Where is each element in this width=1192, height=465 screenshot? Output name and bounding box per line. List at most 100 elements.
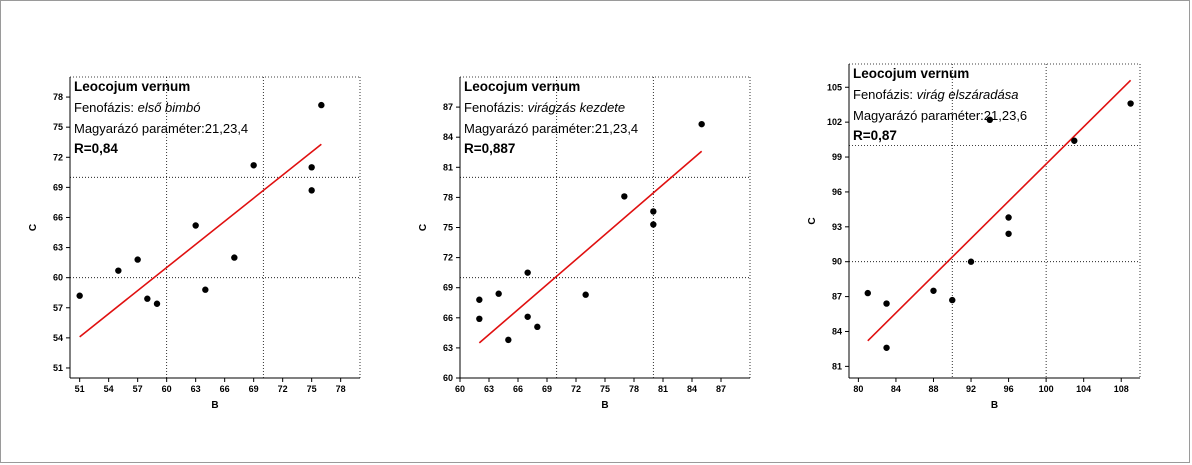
x-tick-label: 60 <box>162 384 172 394</box>
y-tick-label: 66 <box>53 212 63 222</box>
phase-label: Fenofázis: <box>464 100 528 115</box>
parameter-text: Magyarázó paraméter:21,23,6 <box>853 108 1027 123</box>
x-tick-label: 69 <box>542 384 552 394</box>
y-tick-label: 93 <box>832 222 842 232</box>
y-tick-label: 75 <box>53 122 63 132</box>
x-tick-label: 63 <box>191 384 201 394</box>
data-point <box>250 162 257 169</box>
data-point <box>650 208 657 215</box>
y-tick-label: 51 <box>53 363 63 373</box>
x-tick-label: 51 <box>75 384 85 394</box>
phase-text: Fenofázis: első bimbó <box>74 100 200 115</box>
y-tick-label: 84 <box>832 326 842 336</box>
data-point <box>650 221 657 228</box>
y-axis-ticks: 81 84 87 90 93 96 99 102 105 <box>827 82 849 371</box>
x-tick-label: 54 <box>104 384 114 394</box>
data-point <box>231 254 238 261</box>
phase-label: Fenofázis: <box>853 87 917 102</box>
r-value: R=0,84 <box>74 141 118 156</box>
data-point <box>930 287 937 294</box>
y-tick-label: 72 <box>443 253 453 263</box>
x-tick-label: 92 <box>966 384 976 394</box>
grid-lines <box>70 77 360 378</box>
x-axis-ticks: 51 54 57 60 63 66 69 72 75 78 <box>75 378 346 394</box>
x-axis-ticks: 60 63 66 69 72 75 78 81 84 87 <box>455 378 726 394</box>
regression-line <box>79 143 322 338</box>
data-point <box>1127 100 1134 107</box>
y-tick-label: 75 <box>443 223 453 233</box>
phase-value: első bimbó <box>138 100 201 115</box>
data-point <box>144 295 151 302</box>
x-axis-ticks: 80 84 88 92 96 100 104 108 <box>853 378 1129 394</box>
y-tick-label: 78 <box>53 92 63 102</box>
data-point <box>115 267 122 274</box>
x-tick-label: 78 <box>336 384 346 394</box>
x-tick-label: 72 <box>278 384 288 394</box>
chart-title: Leocojum vernum <box>74 79 190 94</box>
x-tick-label: 60 <box>455 384 465 394</box>
phase-text: Fenofázis: virág elszáradása <box>853 87 1018 102</box>
phase-label: Fenofázis: <box>74 100 138 115</box>
y-tick-label: 69 <box>53 182 63 192</box>
x-tick-label: 63 <box>484 384 494 394</box>
y-tick-label: 87 <box>443 102 453 112</box>
r-value: R=0,887 <box>464 141 515 156</box>
data-point <box>476 296 483 303</box>
x-tick-label: 88 <box>928 384 938 394</box>
x-tick-label: 78 <box>629 384 639 394</box>
y-tick-label: 54 <box>53 333 63 343</box>
data-point <box>505 336 512 344</box>
parameter-text: Magyarázó paraméter:21,23,4 <box>464 121 638 136</box>
y-tick-label: 84 <box>443 132 453 142</box>
y-axis-label: C <box>28 224 39 231</box>
x-tick-label: 100 <box>1039 384 1054 394</box>
data-point <box>864 289 871 297</box>
data-point <box>1071 137 1078 144</box>
data-point <box>76 292 83 299</box>
fit-line-segment <box>478 150 703 344</box>
x-tick-label: 96 <box>1004 384 1014 394</box>
data-point <box>1005 230 1012 237</box>
x-tick-label: 87 <box>716 384 726 394</box>
plot-frame <box>848 63 1141 379</box>
x-axis-label: B <box>601 400 608 411</box>
x-tick-label: 75 <box>307 384 317 394</box>
x-tick-label: 66 <box>220 384 230 394</box>
x-tick-label: 81 <box>658 384 668 394</box>
data-points <box>864 100 1134 351</box>
data-point <box>698 120 705 128</box>
data-point <box>153 300 161 307</box>
data-point <box>883 300 890 307</box>
x-tick-label: 75 <box>600 384 610 394</box>
x-tick-label: 104 <box>1076 384 1091 394</box>
data-point <box>986 116 994 124</box>
y-tick-label: 63 <box>53 243 63 253</box>
data-point <box>582 291 589 298</box>
y-axis-label: C <box>418 224 429 231</box>
y-tick-label: 87 <box>832 292 842 302</box>
data-point <box>949 296 956 304</box>
y-axis-ticks: 60 63 66 69 72 75 78 81 84 87 <box>443 102 460 383</box>
data-point <box>967 258 975 265</box>
phase-value: virág elszáradása <box>917 87 1019 102</box>
data-point <box>534 323 541 331</box>
r-value: R=0,87 <box>853 128 897 143</box>
data-point <box>134 256 141 263</box>
data-point <box>495 290 502 297</box>
y-tick-label: 63 <box>443 343 453 353</box>
parameter-text: Magyarázó paraméter:21,23,4 <box>74 121 248 136</box>
y-tick-label: 102 <box>827 117 842 127</box>
y-tick-label: 69 <box>443 283 453 293</box>
data-point <box>883 344 890 351</box>
data-point <box>476 315 483 323</box>
y-tick-label: 57 <box>53 303 63 313</box>
x-axis-label: B <box>991 400 998 411</box>
x-tick-label: 84 <box>891 384 901 394</box>
y-tick-label: 96 <box>832 187 842 197</box>
data-point <box>202 286 209 293</box>
chart-title: Leocojum vernum <box>464 79 580 94</box>
y-tick-label: 105 <box>827 82 842 92</box>
fit-line-segment <box>79 143 322 338</box>
